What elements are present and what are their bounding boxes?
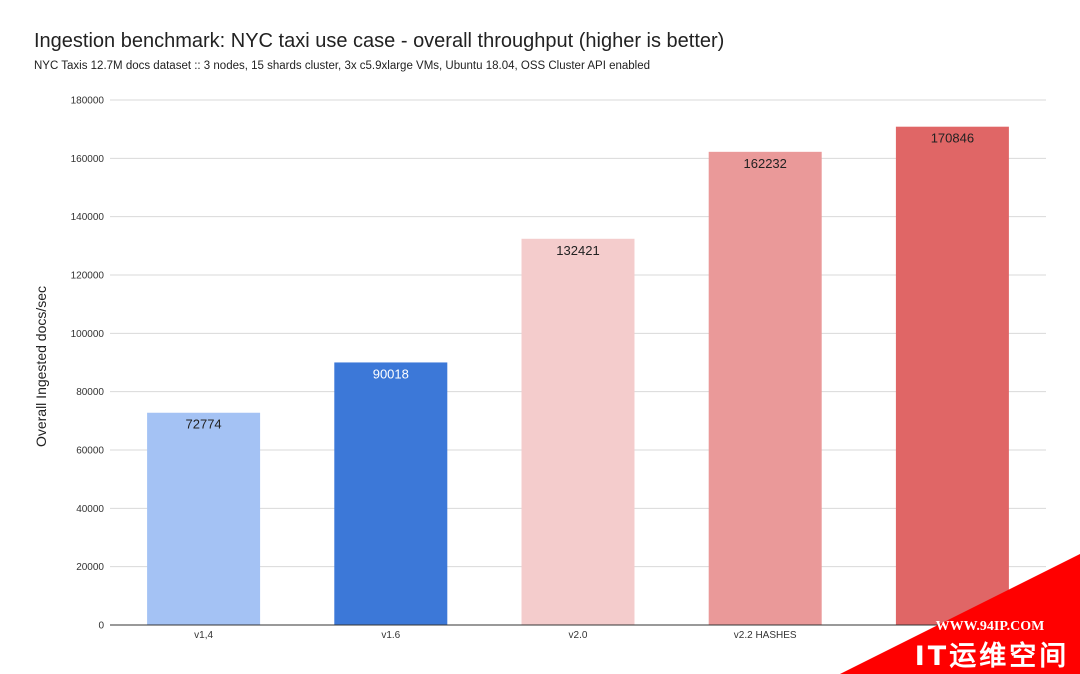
x-tick-label: v2.0 xyxy=(569,630,588,641)
x-tick-label: v1.6 xyxy=(381,630,400,641)
y-tick-label: 60000 xyxy=(76,446,104,457)
watermark-text: IT运维空间 xyxy=(915,640,1069,672)
bar xyxy=(334,362,448,625)
y-axis-title: Overall Ingested docs/sec xyxy=(33,286,49,447)
y-tick-label: 20000 xyxy=(76,562,104,573)
y-tick-label: 120000 xyxy=(71,271,105,282)
data-label: 72774 xyxy=(186,417,222,432)
y-tick-label: 0 xyxy=(98,621,104,632)
data-label: 170846 xyxy=(931,131,974,146)
y-tick-label: 40000 xyxy=(76,504,104,515)
watermark-logo: WWW.94IP.COM IT运维空间 xyxy=(840,554,1080,674)
chart-subtitle: NYC Taxis 12.7M docs dataset :: 3 nodes,… xyxy=(34,60,651,72)
y-tick-label: 160000 xyxy=(71,154,105,165)
chart-title: Ingestion benchmark: NYC taxi use case -… xyxy=(34,30,725,52)
y-tick-label: 140000 xyxy=(71,212,105,223)
watermark-url: WWW.94IP.COM xyxy=(936,619,1045,634)
x-tick-label: v1,4 xyxy=(194,630,213,641)
data-label: 90018 xyxy=(373,366,409,381)
bar xyxy=(521,238,635,625)
watermark-triangle xyxy=(840,554,1080,674)
bar xyxy=(708,151,822,625)
x-tick-label: v2.2 HASHES xyxy=(734,630,797,641)
y-tick-label: 80000 xyxy=(76,387,104,398)
y-tick-label: 180000 xyxy=(71,96,105,107)
data-label: 132421 xyxy=(556,243,599,258)
bar xyxy=(147,412,261,625)
y-tick-label: 100000 xyxy=(71,329,105,340)
data-label: 162232 xyxy=(744,156,787,171)
bar xyxy=(895,126,1009,626)
